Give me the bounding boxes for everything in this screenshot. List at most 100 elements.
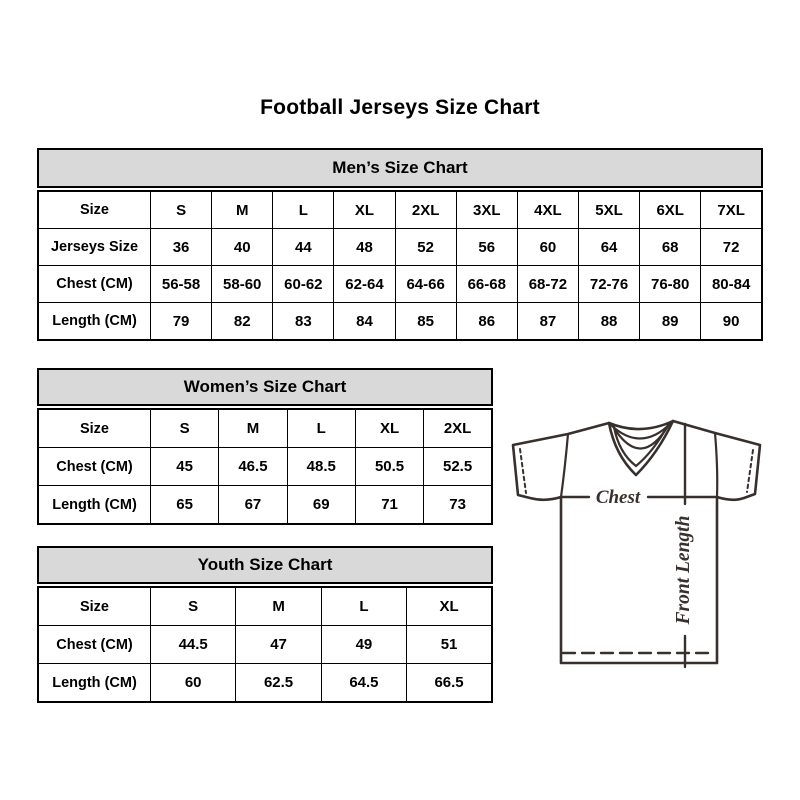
row-label-cell: Chest (CM)	[37, 447, 151, 486]
value-cell: 64-66	[394, 265, 457, 303]
value-cell: 88	[577, 302, 641, 341]
value-cell: 4XL	[516, 190, 579, 229]
right-armhole-seam	[713, 431, 719, 499]
row-label-cell: Size	[37, 190, 151, 229]
mens-table-title: Men’s Size Chart	[37, 148, 763, 188]
jersey-outline	[511, 419, 762, 665]
value-cell: M	[218, 408, 288, 448]
value-cell: 80-84	[700, 265, 763, 303]
table-row: Length (CM) 65 67 69 71 73	[37, 485, 493, 525]
value-cell: 40	[211, 228, 274, 266]
right-cuff-stitch	[746, 449, 754, 493]
womens-size-table: Size S M L XL 2XL Chest (CM) 45 46.5 48.5 50.5 52.5…	[37, 408, 493, 525]
value-cell: 56-58	[149, 265, 213, 303]
table-row: Size S M L XL 2XL 3XL 4XL 5XL 6XL 7XL	[37, 190, 763, 229]
value-cell: 69	[286, 485, 356, 525]
jersey-diagram: Chest Front Length	[511, 419, 762, 669]
table-row: Length (CM) 79 82 83 84 85 86 87 88 89 90	[37, 302, 763, 341]
value-cell: 64.5	[320, 663, 408, 703]
page-title: Football Jerseys Size Chart	[260, 96, 540, 119]
value-cell: L	[272, 190, 335, 229]
value-cell: 73	[423, 485, 493, 525]
value-cell: 89	[639, 302, 702, 341]
value-cell: 62-64	[333, 265, 396, 303]
value-cell: 2XL	[394, 190, 457, 229]
value-cell: 51	[406, 625, 493, 664]
value-cell: 50.5	[354, 447, 425, 486]
value-cell: 60	[516, 228, 579, 266]
value-cell: 86	[455, 302, 518, 341]
chest-label: Chest	[596, 487, 641, 508]
womens-table-title: Women’s Size Chart	[37, 368, 493, 406]
front-length-label: Front Length	[673, 516, 694, 626]
table-row: Length (CM) 60 62.5 64.5 66.5	[37, 663, 493, 703]
table-row: Chest (CM) 56-58 58-60 60-62 62-64 64-66 66-68…	[37, 265, 763, 303]
value-cell: 5XL	[577, 190, 641, 229]
left-cuff-stitch	[519, 448, 527, 494]
value-cell: 68-72	[516, 265, 579, 303]
value-cell: 45	[149, 447, 220, 486]
table-row: Jerseys Size 36 40 44 48 52 56 60 64 68 72	[37, 228, 763, 266]
table-row: Chest (CM) 45 46.5 48.5 50.5 52.5	[37, 447, 493, 486]
row-label-cell: Length (CM)	[37, 302, 151, 341]
value-cell: XL	[333, 190, 396, 229]
value-cell: 44.5	[149, 625, 237, 664]
value-cell: 67	[218, 485, 288, 525]
value-cell: 64	[577, 228, 641, 266]
value-cell: 56	[455, 228, 518, 266]
value-cell: 65	[149, 485, 220, 525]
value-cell: 84	[333, 302, 396, 341]
value-cell: 3XL	[455, 190, 518, 229]
row-label-cell: Chest (CM)	[37, 625, 151, 664]
value-cell: 66-68	[455, 265, 518, 303]
value-cell: 52	[394, 228, 457, 266]
table-row: Chest (CM) 44.5 47 49 51	[37, 625, 493, 664]
vneck-inner	[612, 423, 670, 468]
value-cell: S	[149, 408, 220, 448]
row-label-cell: Size	[37, 408, 151, 448]
row-label-cell: Length (CM)	[37, 485, 151, 525]
youth-table-title: Youth Size Chart	[37, 546, 493, 584]
value-cell: 60	[149, 663, 237, 703]
row-label-cell: Size	[37, 586, 151, 626]
value-cell: S	[149, 190, 213, 229]
mens-size-table: Size S M L XL 2XL 3XL 4XL 5XL 6XL 7XL Jerseys Size 3…	[37, 190, 763, 341]
value-cell: 47	[235, 625, 322, 664]
value-cell: 68	[639, 228, 702, 266]
value-cell: 48.5	[286, 447, 356, 486]
value-cell: 46.5	[218, 447, 288, 486]
value-cell: 2XL	[423, 408, 493, 448]
value-cell: L	[286, 408, 356, 448]
value-cell: 7XL	[700, 190, 763, 229]
value-cell: 90	[700, 302, 763, 341]
value-cell: 72-76	[577, 265, 641, 303]
value-cell: M	[235, 586, 322, 626]
value-cell: 44	[272, 228, 335, 266]
value-cell: 87	[516, 302, 579, 341]
value-cell: 72	[700, 228, 763, 266]
row-label-cell: Length (CM)	[37, 663, 151, 703]
value-cell: S	[149, 586, 237, 626]
value-cell: XL	[406, 586, 493, 626]
value-cell: 71	[354, 485, 425, 525]
value-cell: 49	[320, 625, 408, 664]
value-cell: XL	[354, 408, 425, 448]
left-armhole-seam	[559, 432, 570, 499]
value-cell: 6XL	[639, 190, 702, 229]
value-cell: L	[320, 586, 408, 626]
table-row: Size S M L XL	[37, 586, 493, 626]
value-cell: 82	[211, 302, 274, 341]
value-cell: 62.5	[235, 663, 322, 703]
value-cell: 83	[272, 302, 335, 341]
value-cell: M	[211, 190, 274, 229]
row-label-cell: Chest (CM)	[37, 265, 151, 303]
value-cell: 52.5	[423, 447, 493, 486]
table-row: Size S M L XL 2XL	[37, 408, 493, 448]
value-cell: 58-60	[211, 265, 274, 303]
value-cell: 76-80	[639, 265, 702, 303]
value-cell: 85	[394, 302, 457, 341]
value-cell: 60-62	[272, 265, 335, 303]
value-cell: 79	[149, 302, 213, 341]
value-cell: 48	[333, 228, 396, 266]
